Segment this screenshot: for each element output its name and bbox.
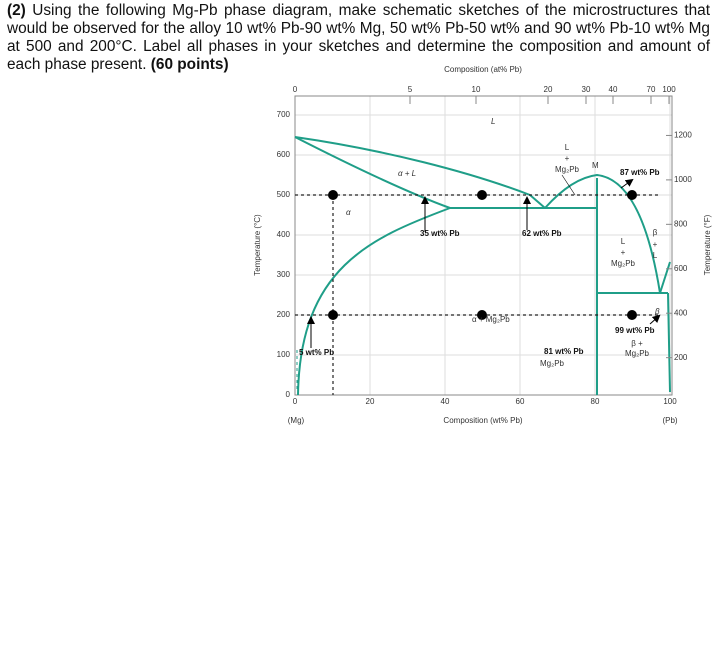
region-label: L	[491, 117, 495, 126]
y2-tick-label: 600	[674, 264, 688, 273]
region-label: β	[654, 307, 660, 316]
question: (2) Using the following Mg-Pb phase diag…	[7, 2, 710, 74]
region-label: Mg₂Pb	[540, 359, 565, 368]
x-tick-label: 40	[441, 397, 450, 406]
x-tick-label: 60	[516, 397, 525, 406]
point	[627, 190, 637, 200]
x-end-label: (Pb)	[662, 416, 677, 425]
solvus	[297, 207, 451, 396]
x-tick-label: 80	[591, 397, 600, 406]
point	[328, 310, 338, 320]
x-end-label: (Mg)	[288, 416, 305, 425]
region-label: +	[565, 154, 570, 163]
region-label: α + L	[398, 169, 416, 178]
liquidus-compound	[544, 173, 661, 294]
region-label: α + Mg₂Pb	[472, 315, 510, 324]
y-tick-label: 500	[277, 190, 291, 199]
point	[627, 310, 637, 320]
leader	[561, 174, 576, 196]
top-tick-label: 10	[472, 85, 481, 94]
y2-axis-title: Temperature (°F)	[703, 214, 712, 275]
top-axis-title: Composition (at% Pb)	[444, 65, 522, 74]
y-axis-title: Temperature (°C)	[253, 214, 262, 276]
annotation: 81 wt% Pb	[544, 347, 584, 356]
solidus	[294, 136, 451, 209]
point	[477, 310, 487, 320]
point	[477, 190, 487, 200]
region-label: +	[621, 248, 626, 257]
arrow	[620, 178, 634, 189]
region-label: L	[565, 143, 570, 152]
y2-tick-label: 1200	[674, 131, 692, 140]
top-tick-label: 70	[647, 85, 656, 94]
top-tick-label: 100	[662, 85, 676, 94]
y2-tick-label: 400	[674, 308, 688, 317]
region-label: L	[621, 237, 626, 246]
y2-tick-label: 800	[674, 219, 688, 228]
top-tick-label: 5	[408, 85, 413, 94]
annotation: 5 wt% Pb	[299, 348, 334, 357]
x-tick-label: 100	[663, 397, 677, 406]
region-label: L	[653, 251, 658, 260]
point	[328, 190, 338, 200]
region-label: β +	[631, 339, 643, 348]
region-label: Mg₂Pb	[555, 165, 580, 174]
top-tick-label: 0	[293, 85, 298, 94]
region-label: Mg₂Pb	[611, 259, 636, 268]
region-label: α	[346, 208, 351, 217]
arrow	[649, 314, 661, 325]
question-points: (60 points)	[150, 56, 229, 73]
liquidus	[294, 136, 546, 209]
question-number: (2)	[7, 2, 26, 19]
top-tick-label: 20	[544, 85, 553, 94]
y-tick-label: 300	[277, 270, 291, 279]
y-tick-label: 0	[286, 390, 291, 399]
top-tick-label: 30	[582, 85, 591, 94]
top-tick-label: 40	[609, 85, 618, 94]
y-tick-label: 200	[277, 310, 291, 319]
annotation: 87 wt% Pb	[620, 168, 660, 177]
x-tick-label: 20	[366, 397, 375, 406]
y2-tick-label: 200	[674, 353, 688, 362]
annotation: 99 wt% Pb	[615, 326, 655, 335]
grid	[294, 96, 672, 396]
question-body: Using the following Mg-Pb phase diagram,…	[7, 2, 710, 73]
plot-frame	[294, 95, 673, 396]
region-label: Mg₂Pb	[625, 349, 650, 358]
y-tick-label: 600	[277, 150, 291, 159]
region-label: +	[653, 240, 658, 249]
x-tick-label: 0	[293, 397, 298, 406]
region-label: M	[592, 161, 599, 170]
region-label: β	[653, 228, 658, 237]
beta-boundary	[659, 261, 671, 393]
y-tick-label: 100	[277, 350, 291, 359]
annotation: 35 wt% Pb	[420, 229, 460, 238]
x-axis-title: Composition (wt% Pb)	[443, 416, 522, 425]
y-tick-label: 400	[277, 230, 291, 239]
annotation: 62 wt% Pb	[522, 229, 562, 238]
y-tick-label: 700	[277, 110, 291, 119]
y2-tick-label: 1000	[674, 175, 692, 184]
